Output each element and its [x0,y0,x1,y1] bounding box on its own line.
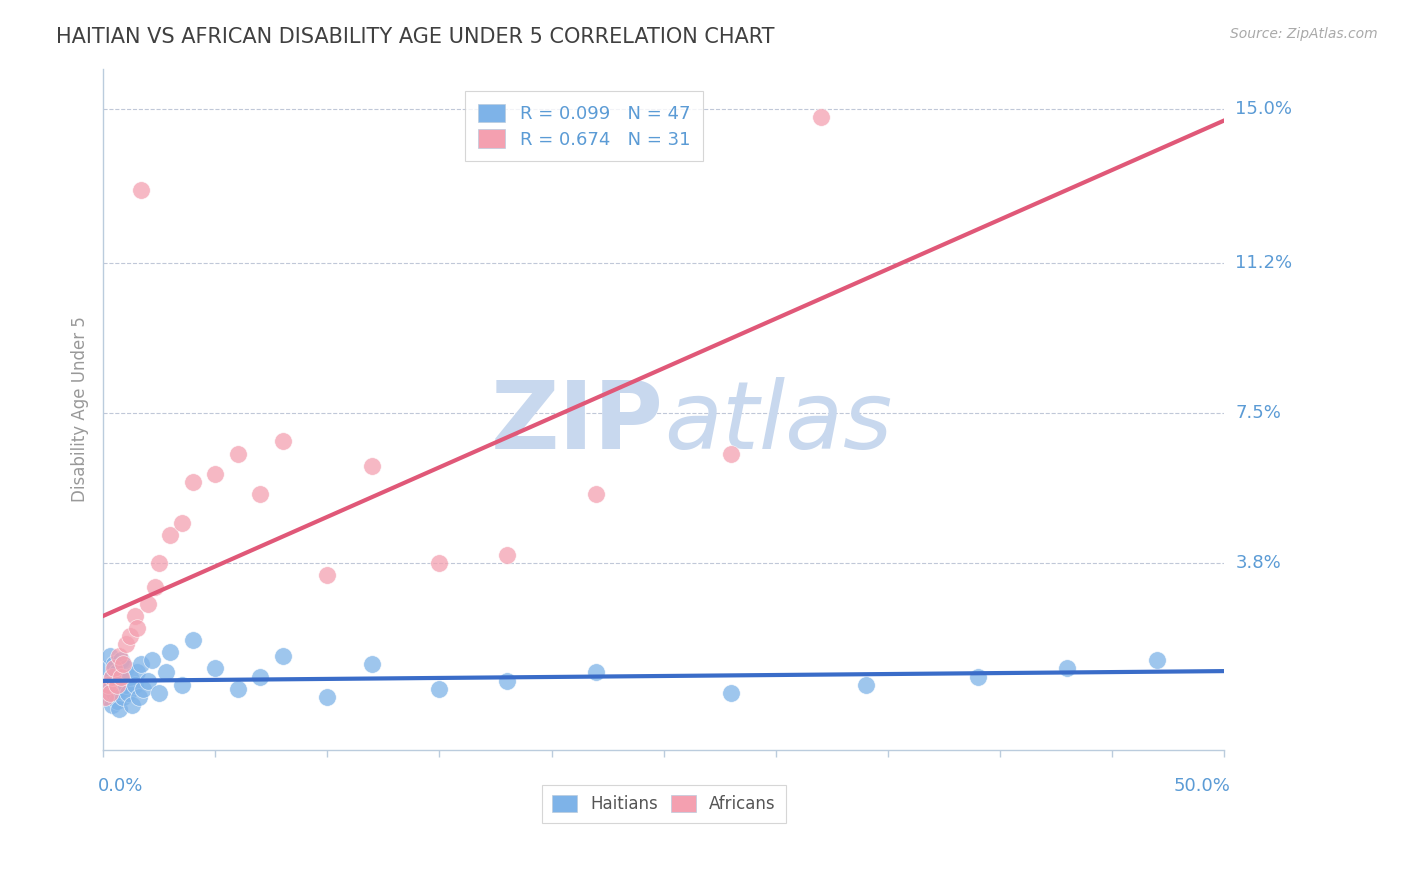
Point [271,649,294,664]
Point [94,678,117,692]
Point [361,657,384,672]
Point [429,681,451,696]
Point [98,681,121,696]
Text: 11.2%: 11.2% [1236,254,1292,272]
Point [855,678,877,692]
Point [94,690,117,704]
Point [155,665,177,680]
Text: 15.0%: 15.0% [1236,100,1292,118]
Point [495,673,517,688]
Point [159,645,181,659]
Point [720,447,742,461]
Point [316,690,339,704]
Point [148,686,170,700]
Point [132,681,155,696]
Text: HAITIAN VS AFRICAN DISABILITY AGE UNDER 5 CORRELATION CHART: HAITIAN VS AFRICAN DISABILITY AGE UNDER … [56,27,775,46]
Point [141,653,163,667]
Point [226,681,249,696]
Text: 7.5%: 7.5% [1236,404,1281,422]
Point [148,556,170,570]
Point [136,673,159,688]
Text: 0.0%: 0.0% [97,777,143,795]
Point [136,597,159,611]
Point [103,686,125,700]
Legend: Haitians, Africans: Haitians, Africans [541,785,786,823]
Text: 50.0%: 50.0% [1173,777,1230,795]
Point [249,487,271,501]
Point [124,608,146,623]
Point [810,110,832,124]
Point [1056,661,1078,675]
Point [98,686,121,700]
Point [170,516,193,530]
Point [117,686,139,700]
Point [125,665,148,680]
Text: Source: ZipAtlas.com: Source: ZipAtlas.com [1230,27,1378,41]
Point [114,637,136,651]
Point [103,657,125,672]
Point [105,694,128,708]
Point [124,678,146,692]
Point [495,548,517,562]
Point [129,657,152,672]
Point [110,669,132,683]
Point [105,665,128,680]
Point [249,669,271,683]
Point [585,487,607,501]
Point [966,669,988,683]
Point [125,621,148,635]
Point [128,690,150,704]
Text: ZIP: ZIP [491,376,664,468]
Point [110,653,132,667]
Point [181,475,204,489]
Text: atlas: atlas [664,377,891,468]
Point [108,673,131,688]
Point [271,434,294,449]
Point [129,183,152,197]
Point [204,467,226,481]
Point [204,661,226,675]
Point [159,527,181,541]
Text: 3.8%: 3.8% [1236,554,1281,572]
Point [361,458,384,473]
Point [114,661,136,675]
Point [103,661,125,675]
Point [181,633,204,648]
Point [429,556,451,570]
Point [108,649,131,664]
Point [101,698,124,712]
Point [101,669,124,683]
Point [121,698,143,712]
Point [98,649,121,664]
Point [316,568,339,582]
Point [112,690,135,704]
Point [143,580,166,594]
Point [105,678,128,692]
Point [110,681,132,696]
Point [118,629,141,643]
Point [114,678,136,692]
Point [118,669,141,683]
Point [1146,653,1168,667]
Point [170,678,193,692]
Point [97,678,120,692]
Point [720,686,742,700]
Point [101,669,124,683]
Y-axis label: Disability Age Under 5: Disability Age Under 5 [72,316,89,502]
Point [585,665,607,680]
Point [97,690,120,704]
Point [226,447,249,461]
Point [112,657,135,672]
Point [97,661,120,675]
Point [108,702,131,716]
